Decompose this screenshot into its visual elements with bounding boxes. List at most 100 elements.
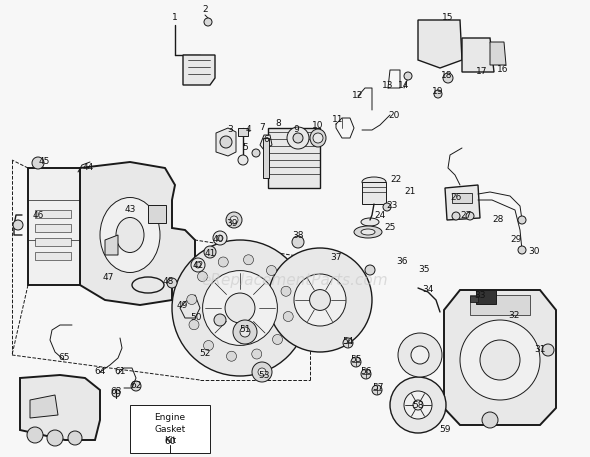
Polygon shape (490, 42, 506, 65)
Circle shape (252, 362, 272, 382)
Circle shape (233, 320, 257, 344)
Bar (470, 295, 530, 315)
Circle shape (313, 133, 323, 143)
Text: 14: 14 (398, 81, 409, 90)
Circle shape (225, 293, 255, 323)
Circle shape (27, 427, 43, 443)
Text: 51: 51 (240, 325, 251, 335)
Circle shape (68, 431, 82, 445)
Circle shape (404, 391, 432, 419)
Circle shape (189, 320, 199, 330)
Polygon shape (180, 295, 200, 318)
Circle shape (195, 262, 201, 268)
Circle shape (434, 90, 442, 98)
Polygon shape (444, 290, 556, 425)
Text: 58: 58 (412, 400, 424, 409)
Text: 43: 43 (124, 206, 136, 214)
Circle shape (252, 349, 262, 359)
Text: 11: 11 (332, 116, 344, 124)
Text: 13: 13 (382, 81, 394, 90)
Polygon shape (216, 128, 236, 156)
Text: 19: 19 (432, 87, 444, 96)
Circle shape (187, 294, 197, 304)
Circle shape (518, 216, 526, 224)
Circle shape (443, 73, 453, 83)
Circle shape (244, 255, 254, 265)
Text: 33: 33 (474, 291, 486, 299)
Circle shape (404, 72, 412, 80)
Text: 61: 61 (114, 367, 126, 377)
Text: 63: 63 (110, 388, 122, 397)
Circle shape (460, 320, 540, 400)
Circle shape (452, 212, 460, 220)
Bar (452, 193, 472, 203)
Bar (263, 138, 269, 178)
Circle shape (372, 385, 382, 395)
Bar (470, 296, 478, 302)
Bar (148, 205, 166, 223)
Ellipse shape (361, 218, 379, 226)
Text: 44: 44 (83, 164, 94, 172)
Text: eReplacementParts.com: eReplacementParts.com (202, 272, 388, 287)
Circle shape (398, 333, 442, 377)
Ellipse shape (132, 277, 164, 293)
Text: 48: 48 (162, 277, 173, 287)
Text: Engine
Gasket
Kit: Engine Gasket Kit (155, 413, 186, 445)
Circle shape (267, 266, 277, 276)
Text: 49: 49 (176, 301, 188, 309)
Circle shape (293, 133, 303, 143)
Text: 16: 16 (497, 65, 509, 74)
Circle shape (47, 430, 63, 446)
Text: 34: 34 (422, 286, 434, 294)
Circle shape (351, 357, 361, 367)
Polygon shape (445, 185, 480, 220)
Circle shape (383, 203, 391, 211)
Text: 52: 52 (199, 350, 211, 358)
Text: 36: 36 (396, 257, 408, 266)
Text: 57: 57 (372, 383, 384, 393)
Text: 47: 47 (102, 273, 114, 282)
Ellipse shape (362, 177, 386, 187)
Circle shape (466, 212, 474, 220)
Circle shape (213, 231, 227, 245)
Bar (35, 252, 71, 260)
Text: 3: 3 (227, 126, 233, 134)
Bar (130, 405, 210, 453)
Circle shape (518, 246, 526, 254)
Circle shape (220, 136, 232, 148)
Polygon shape (183, 55, 215, 85)
Circle shape (214, 314, 226, 326)
Text: 55: 55 (350, 356, 362, 365)
Polygon shape (105, 235, 118, 255)
Circle shape (238, 155, 248, 165)
Text: 15: 15 (442, 14, 454, 22)
Text: 25: 25 (384, 223, 396, 233)
Text: 59: 59 (439, 425, 451, 435)
Text: 64: 64 (94, 367, 106, 377)
Text: 53: 53 (258, 371, 270, 379)
Text: 23: 23 (386, 201, 398, 209)
Circle shape (202, 271, 277, 345)
Circle shape (413, 400, 423, 410)
Circle shape (204, 18, 212, 26)
Ellipse shape (354, 226, 382, 238)
Text: 26: 26 (450, 193, 462, 202)
Text: 32: 32 (509, 312, 520, 320)
Text: 42: 42 (192, 261, 204, 271)
Circle shape (287, 127, 309, 149)
Text: 4: 4 (245, 126, 251, 134)
Circle shape (281, 286, 291, 296)
Circle shape (258, 368, 266, 376)
Text: 31: 31 (535, 345, 546, 355)
Text: 2: 2 (202, 5, 208, 15)
Text: 65: 65 (58, 354, 70, 362)
Text: 22: 22 (391, 175, 402, 185)
Text: 38: 38 (292, 232, 304, 240)
Text: 46: 46 (32, 211, 44, 219)
Circle shape (310, 290, 330, 310)
Circle shape (542, 344, 554, 356)
Circle shape (361, 369, 371, 379)
Circle shape (252, 149, 260, 157)
Text: 41: 41 (204, 250, 216, 259)
Text: 35: 35 (418, 266, 430, 275)
